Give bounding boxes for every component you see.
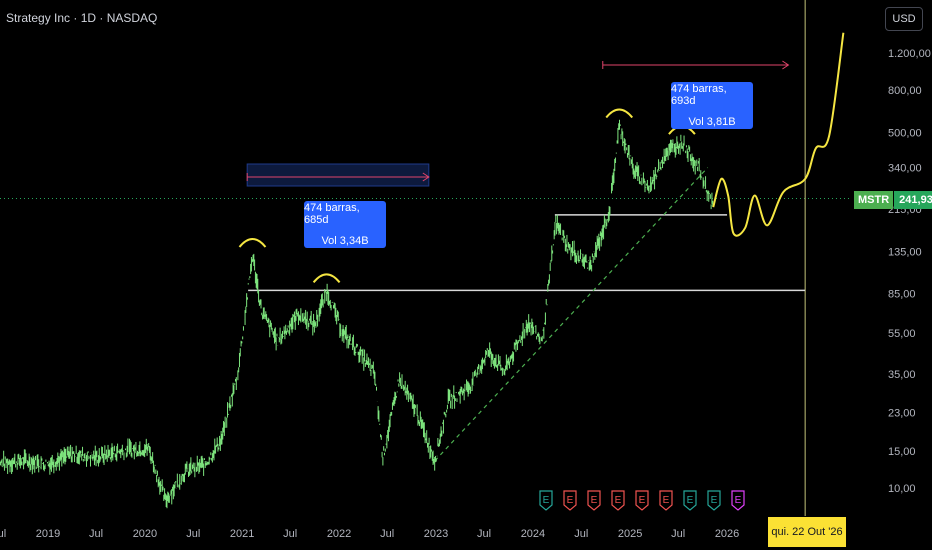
y-tick-label: 500,00 bbox=[888, 128, 922, 140]
x-tick-label: Jul bbox=[477, 528, 491, 540]
svg-text:E: E bbox=[663, 495, 670, 506]
x-tick-label: 2020 bbox=[133, 528, 157, 540]
y-tick-label: 15,00 bbox=[888, 446, 916, 458]
price-series bbox=[0, 119, 714, 509]
measure-volume-label: Vol 3,34B bbox=[321, 235, 369, 247]
x-tick-label: Jul bbox=[671, 528, 685, 540]
svg-text:E: E bbox=[615, 495, 622, 506]
y-tick-label: 85,00 bbox=[888, 289, 916, 301]
y-tick-label: 340,00 bbox=[888, 163, 922, 175]
x-tick-label: 2019 bbox=[36, 528, 60, 540]
cursor-date-label: qui. 22 Out '26 bbox=[768, 517, 846, 547]
earnings-marker[interactable]: E bbox=[707, 490, 721, 511]
x-axis: Jul 2019 Jul 2020 Jul 2021 Jul 2022 Jul 2023 Jul 20… bbox=[0, 528, 782, 540]
y-tick-label: 135,00 bbox=[888, 247, 922, 259]
x-tick-label: 2023 bbox=[424, 528, 448, 540]
svg-text:E: E bbox=[711, 495, 718, 506]
earnings-marker[interactable]: E bbox=[587, 490, 601, 511]
earnings-marker[interactable]: E bbox=[683, 490, 697, 511]
svg-text:E: E bbox=[567, 495, 574, 506]
y-axis: 1.200,00800,00500,00340,00215,00135,0085… bbox=[888, 48, 931, 495]
measure-box[interactable]: 474 barras, 685d Vol 3,34B bbox=[304, 201, 386, 248]
x-tick-label: 2026 bbox=[715, 528, 739, 540]
peak-arc bbox=[312, 273, 341, 284]
peak-arc bbox=[605, 108, 634, 119]
x-tick-label: Jul bbox=[574, 528, 588, 540]
svg-text:E: E bbox=[639, 495, 646, 506]
current-price-tag: MSTR 241,93 bbox=[854, 191, 932, 209]
trend-line bbox=[434, 167, 709, 462]
earnings-marker[interactable]: E bbox=[563, 490, 577, 511]
measure-arrow-head bbox=[782, 60, 790, 70]
earnings-marker[interactable]: E bbox=[731, 490, 745, 511]
x-tick-label: Jul bbox=[380, 528, 394, 540]
x-tick-label: 2024 bbox=[521, 528, 545, 540]
y-tick-label: 35,00 bbox=[888, 369, 916, 381]
peak-arcs bbox=[238, 108, 696, 284]
peak-arc bbox=[238, 237, 267, 248]
measure-arrows bbox=[246, 60, 790, 182]
measure-volume-label: Vol 3,81B bbox=[688, 116, 736, 128]
measure-arrow-head bbox=[422, 172, 430, 182]
projection-curve bbox=[712, 32, 845, 237]
y-tick-label: 800,00 bbox=[888, 85, 922, 97]
earnings-marker[interactable]: E bbox=[635, 490, 649, 511]
y-tick-label: 23,00 bbox=[888, 407, 916, 419]
svg-text:E: E bbox=[543, 495, 550, 506]
support-lines bbox=[248, 214, 806, 292]
earnings-marker[interactable]: E bbox=[539, 490, 553, 511]
x-tick-label: 2025 bbox=[618, 528, 642, 540]
svg-text:E: E bbox=[687, 495, 694, 506]
earnings-marker[interactable]: E bbox=[611, 490, 625, 511]
symbol-label: MSTR bbox=[854, 191, 894, 209]
chart-title: Strategy Inc · 1D · NASDAQ bbox=[6, 11, 158, 25]
x-tick-label: Jul bbox=[283, 528, 297, 540]
x-tick-label: 2021 bbox=[230, 528, 254, 540]
x-tick-label: Jul bbox=[186, 528, 200, 540]
measure-box[interactable]: 474 barras, 693d Vol 3,81B bbox=[671, 82, 753, 129]
x-tick-label: Jul bbox=[89, 528, 103, 540]
measure-bars-label: 474 barras, 685d bbox=[304, 202, 360, 226]
earnings-marker[interactable]: E bbox=[659, 490, 673, 511]
svg-text:E: E bbox=[735, 495, 742, 506]
measure-range-1 bbox=[246, 163, 430, 187]
measure-bars-label: 474 barras, 693d bbox=[671, 83, 727, 107]
x-tick-label: 2022 bbox=[327, 528, 351, 540]
y-tick-label: 55,00 bbox=[888, 328, 916, 340]
y-tick-label: 1.200,00 bbox=[888, 48, 931, 60]
currency-button[interactable]: USD bbox=[885, 7, 923, 31]
x-tick-label: Jul bbox=[0, 528, 6, 540]
price-value: 241,93 bbox=[894, 191, 932, 209]
svg-text:E: E bbox=[591, 495, 598, 506]
y-tick-label: 10,00 bbox=[888, 483, 916, 495]
